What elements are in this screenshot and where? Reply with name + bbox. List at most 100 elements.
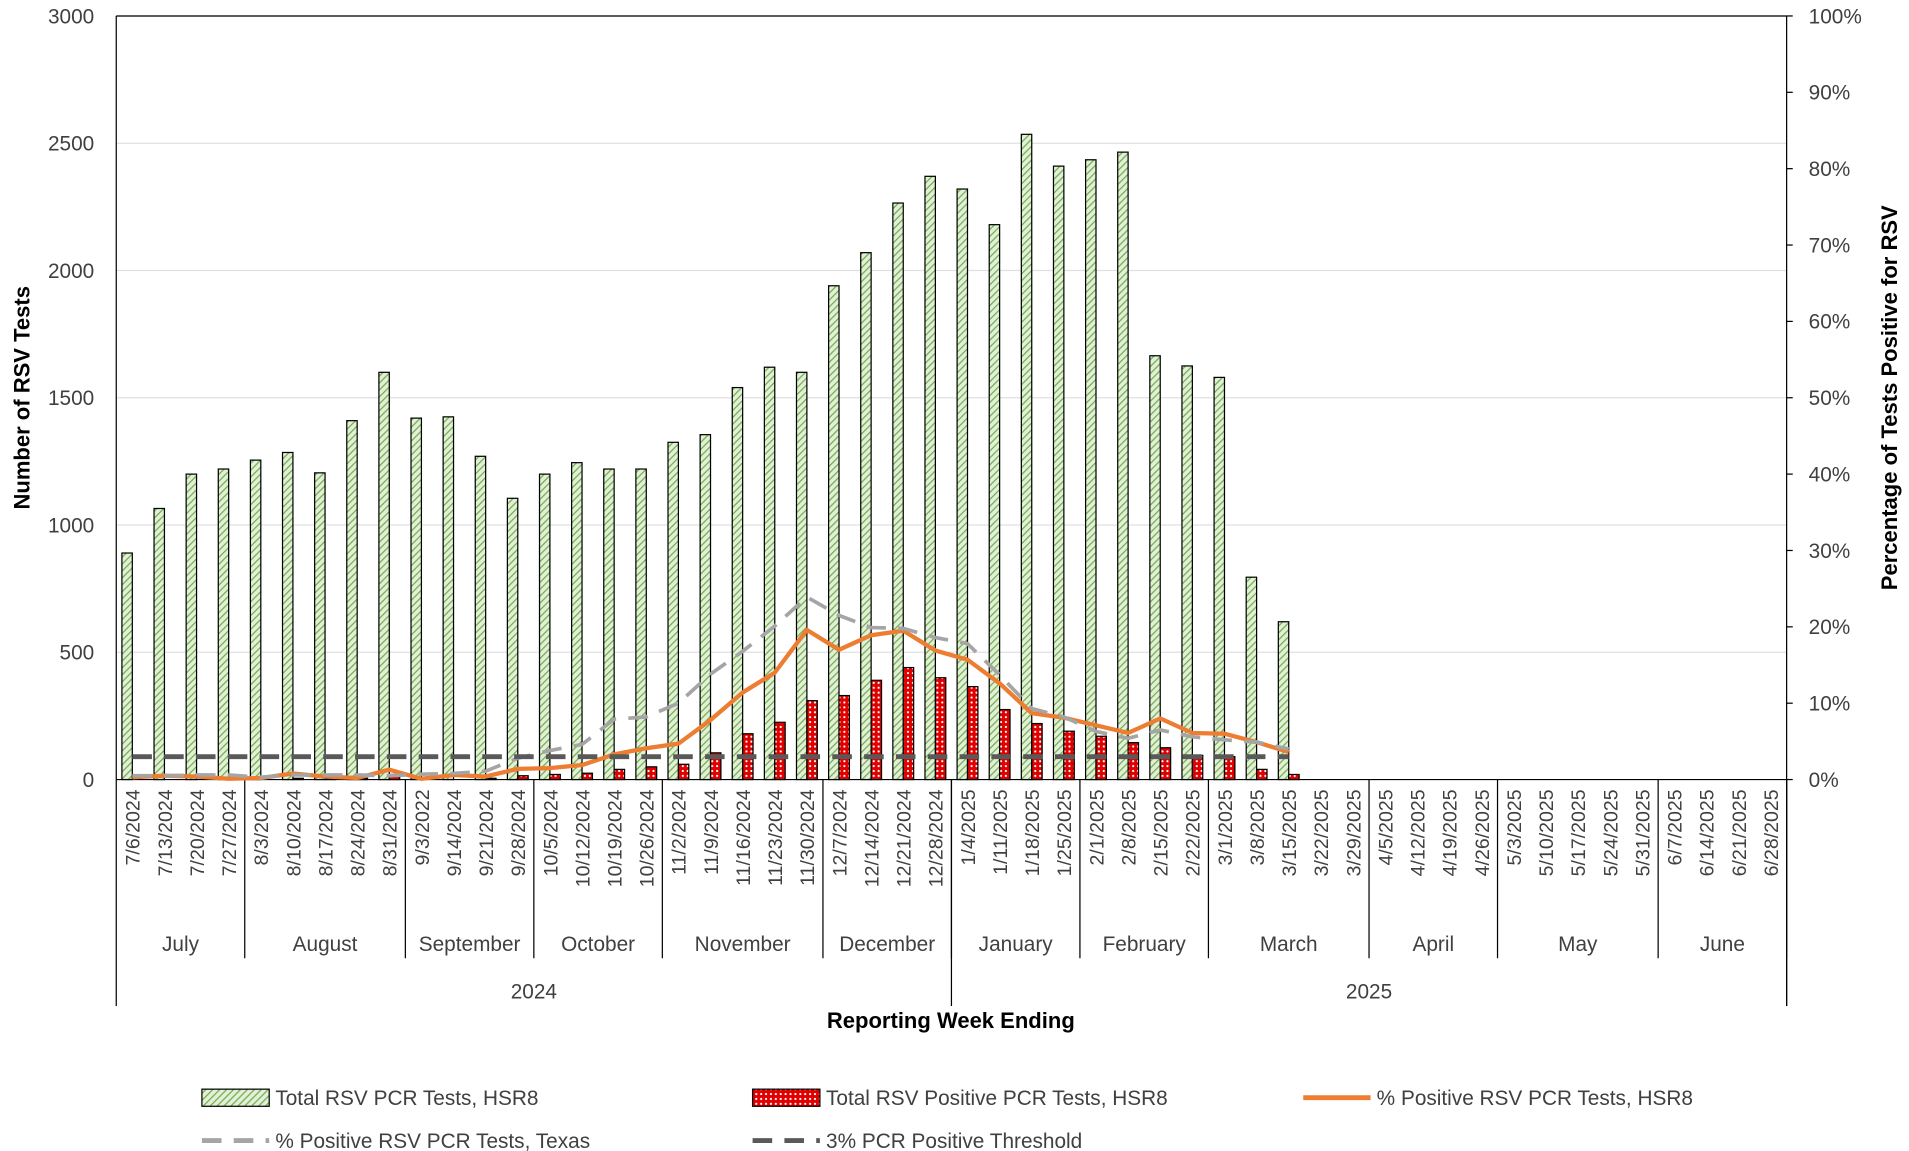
bar [956, 188, 969, 781]
month-label: November [695, 933, 791, 956]
x-tick-label: 11/2/2024 [669, 789, 691, 875]
month-label: May [1558, 933, 1598, 956]
x-tick-label: 10/5/2024 [540, 789, 562, 876]
x-tick-label: 3/1/2025 [1215, 789, 1237, 865]
month-label: April [1412, 933, 1454, 956]
bar [988, 224, 1001, 781]
y2-tick-label: 60% [1809, 311, 1851, 334]
x-tick-label: 3/22/2025 [1311, 789, 1333, 876]
bar [892, 202, 904, 781]
bar [549, 773, 561, 781]
y2-tick-label: 40% [1809, 463, 1851, 486]
x-tick-label: 8/17/2024 [315, 789, 337, 876]
x-tick-label: 1/18/2025 [1022, 789, 1044, 876]
bar [613, 768, 626, 781]
bar [281, 451, 294, 781]
year-label: 2025 [1346, 981, 1392, 1004]
bar [1181, 365, 1193, 781]
x-tick-label: 2/22/2025 [1183, 789, 1205, 876]
bar [1255, 768, 1268, 781]
x-tick-label: 7/6/2024 [123, 789, 145, 865]
bar [924, 175, 936, 781]
bar [999, 708, 1011, 781]
legend-swatch [751, 1088, 821, 1107]
bar [121, 552, 133, 781]
x-tick-label: 1/4/2025 [958, 789, 980, 865]
bar [571, 462, 583, 781]
x-tick-label: 2/1/2025 [1086, 789, 1108, 865]
y2-tick-label: 100% [1809, 5, 1862, 28]
x-tick-label: 9/28/2024 [508, 789, 530, 876]
x-tick-label: 12/28/2024 [926, 789, 948, 887]
x-tick-label: 11/23/2024 [765, 789, 787, 886]
x-tick-label: 6/7/2025 [1665, 789, 1687, 865]
x-tick-label: 2/15/2025 [1151, 789, 1173, 876]
bar [934, 677, 947, 781]
legend-label: 3% PCR Positive Threshold [826, 1130, 1082, 1151]
bar [860, 252, 872, 781]
bar [902, 666, 915, 781]
bar [763, 366, 776, 781]
x-tick-label: 4/26/2025 [1472, 789, 1494, 876]
bar [870, 679, 883, 781]
x-tick-label: 3/15/2025 [1279, 789, 1301, 876]
y2-tick-label: 80% [1809, 158, 1851, 181]
x-tick-label: 10/12/2024 [572, 789, 594, 887]
legend-swatch [201, 1088, 270, 1107]
month-label: February [1103, 933, 1187, 956]
y-tick-label: 1000 [48, 514, 94, 537]
month-label: December [839, 933, 935, 956]
x-tick-label: 9/21/2024 [476, 789, 498, 876]
x-tick-label: 5/31/2025 [1632, 789, 1654, 876]
month-label: October [561, 933, 635, 956]
bar [635, 468, 647, 781]
bar [731, 386, 744, 781]
x-tick-label: 11/9/2024 [701, 789, 723, 875]
y-tick-label: 2000 [48, 260, 94, 283]
x-tick-label: 12/21/2024 [894, 789, 916, 887]
bar [474, 455, 487, 781]
month-label: June [1700, 933, 1745, 956]
x-tick-label: 7/13/2024 [155, 789, 177, 876]
x-tick-label: 8/10/2024 [283, 789, 305, 876]
bar [1213, 376, 1226, 781]
bar [1020, 133, 1033, 781]
y-tick-label: 2500 [48, 133, 94, 156]
x-tick-label: 6/28/2025 [1761, 789, 1783, 876]
bar [667, 441, 680, 781]
x-tick-label: 12/7/2024 [829, 789, 851, 876]
legend-label: Total RSV PCR Tests, HSR8 [275, 1087, 538, 1110]
bar [517, 775, 529, 781]
bar [1223, 756, 1236, 781]
y2-tick-label: 0% [1809, 769, 1839, 792]
x-tick-label: 5/24/2025 [1600, 789, 1622, 876]
bar [1277, 621, 1290, 781]
bar [645, 766, 658, 781]
bar [1159, 747, 1172, 781]
bar [827, 285, 840, 781]
y2-tick-label: 70% [1809, 234, 1851, 257]
bar [410, 417, 423, 781]
x-tick-label: 7/27/2024 [219, 789, 241, 876]
x-tick-label: 5/3/2025 [1504, 789, 1526, 865]
x-tick-label: 4/12/2025 [1408, 789, 1430, 876]
month-label: July [162, 933, 200, 956]
x-tick-label: 8/24/2024 [348, 789, 370, 876]
bar [185, 473, 198, 781]
y2-tick-label: 20% [1809, 616, 1851, 639]
x-tick-label: 4/5/2025 [1375, 789, 1397, 865]
legend-label: % Positive RSV PCR Tests, HSR8 [1377, 1087, 1693, 1110]
bar [699, 434, 712, 781]
y2-tick-label: 10% [1809, 693, 1851, 716]
bar [1117, 151, 1129, 781]
y-tick-label: 1500 [48, 387, 94, 410]
x-tick-label: 10/19/2024 [604, 789, 626, 887]
year-label: 2024 [511, 981, 557, 1004]
month-label: March [1260, 933, 1318, 956]
bar [314, 472, 326, 781]
bar [1084, 159, 1097, 781]
y-tick-label: 500 [60, 642, 95, 665]
x-tick-label: 12/14/2024 [861, 789, 883, 887]
bar [603, 468, 615, 781]
bar [153, 507, 166, 781]
